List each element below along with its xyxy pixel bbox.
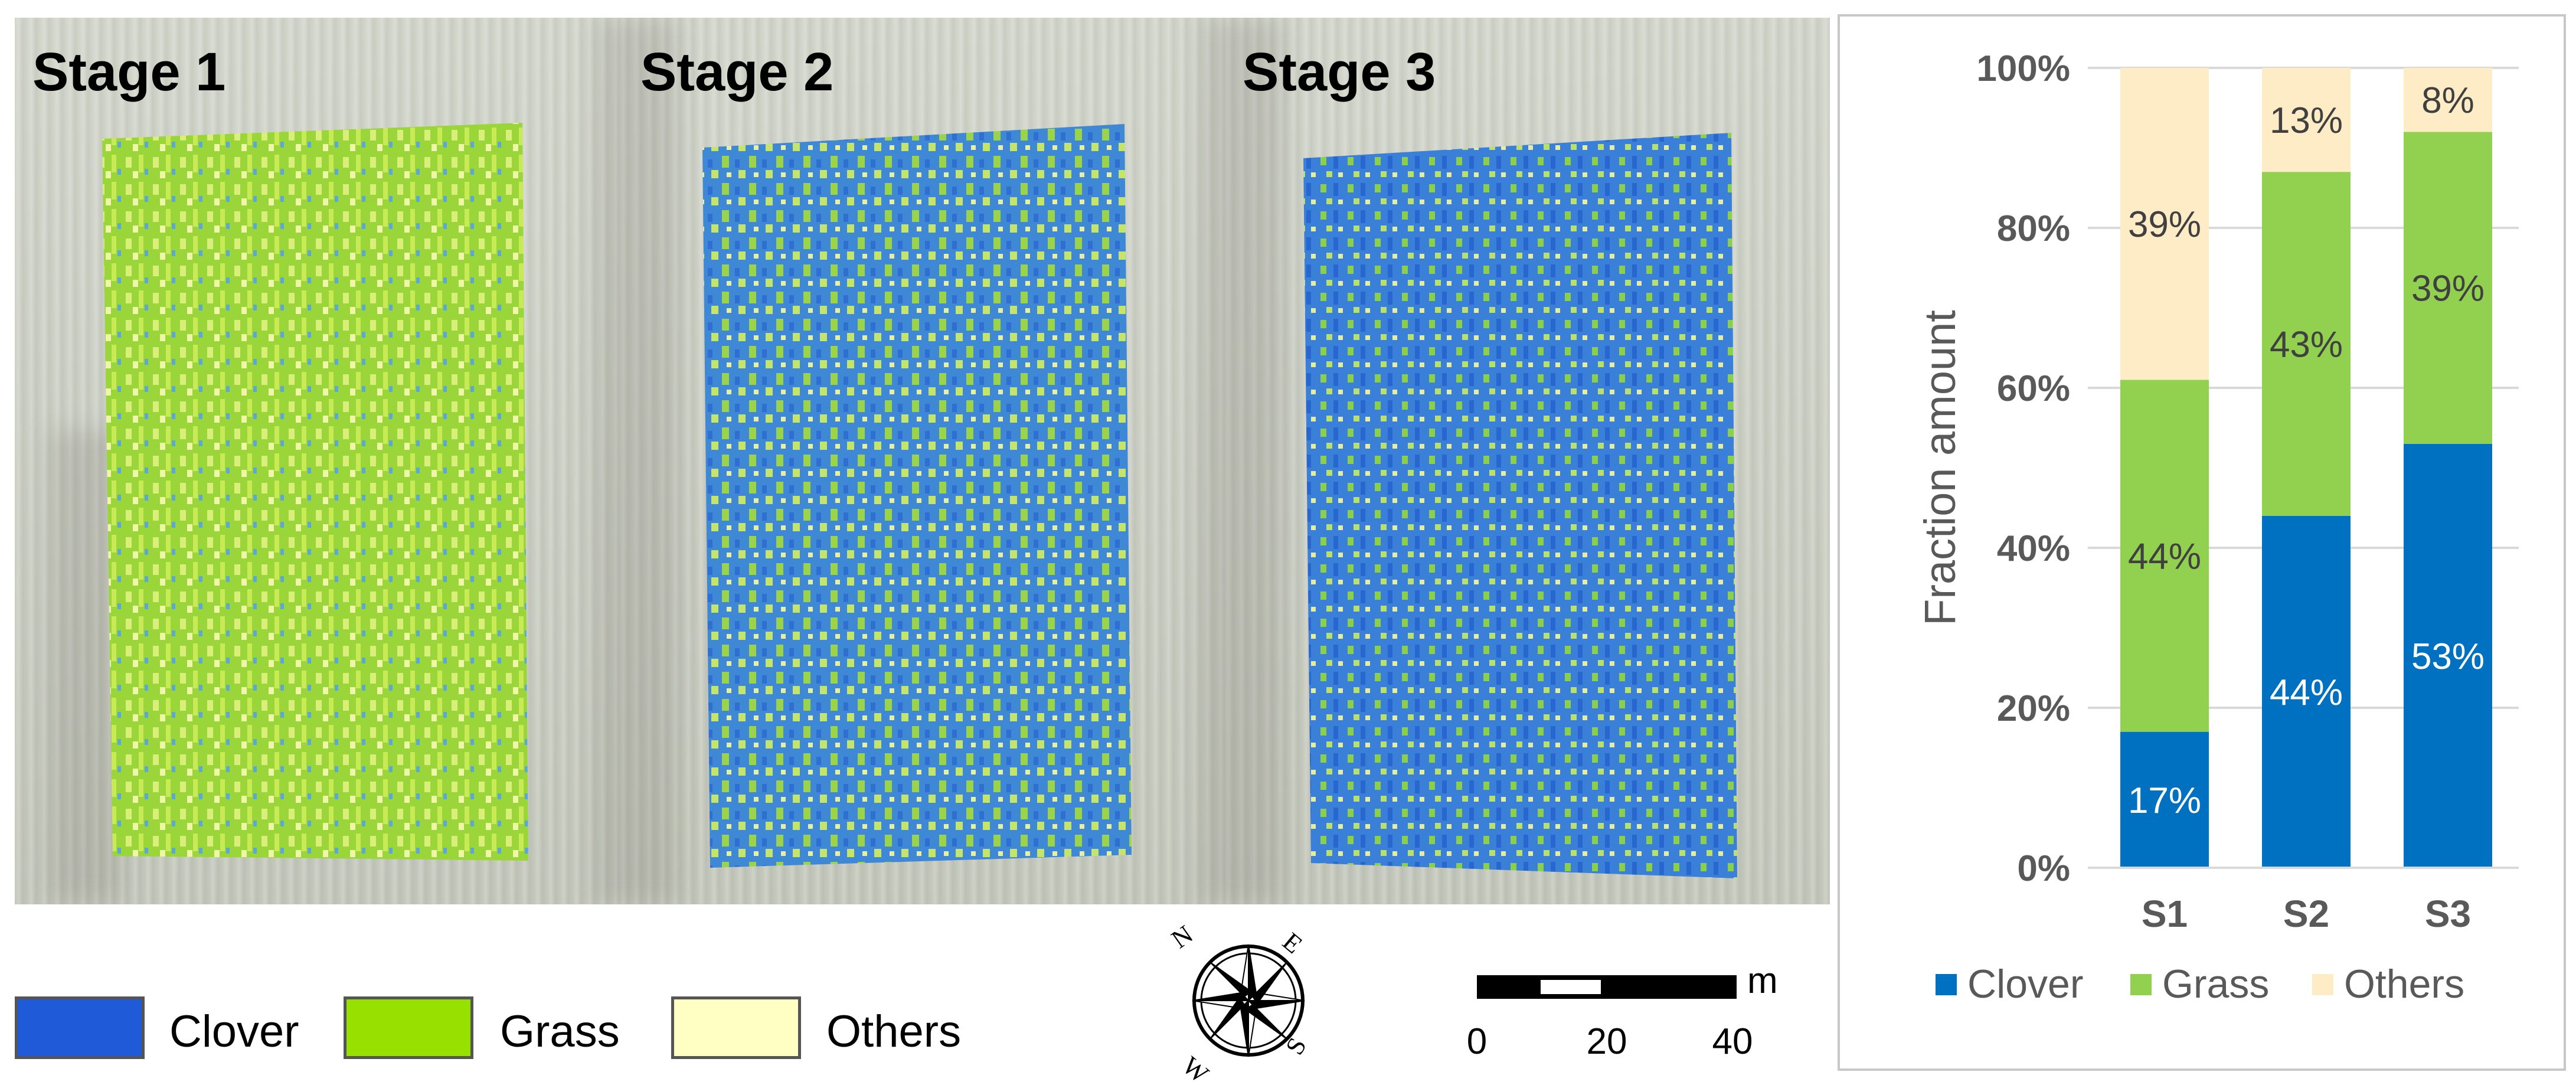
y-tick-label: 0% <box>2017 848 2070 889</box>
bar-others-s2 <box>2262 68 2351 172</box>
legend-swatch-others <box>671 996 801 1059</box>
y-tick-label: 20% <box>1997 688 2070 729</box>
stage-2-label: Stage 2 <box>640 42 834 102</box>
data-label-others-s2: 13% <box>2270 100 2343 141</box>
scale-bar-segment <box>1477 975 1737 999</box>
y-tick-label: 100% <box>1976 48 2070 89</box>
x-tick-label: S1 <box>2142 893 2188 935</box>
scale-bar: m 0 20 40 <box>1467 962 1778 1062</box>
legend-label-grass: Grass <box>500 1006 620 1057</box>
bar-clover-s1 <box>2120 731 2209 868</box>
data-label-clover-s1: 17% <box>2128 780 2201 821</box>
compass-letter-w: W <box>1177 1051 1215 1080</box>
bar-clover-s2 <box>2262 515 2351 868</box>
stage-3-label: Stage 3 <box>1243 42 1436 102</box>
scale-bar-segment-white <box>1541 980 1601 994</box>
data-label-others-s3: 8% <box>2421 80 2474 121</box>
data-label-others-s1: 39% <box>2128 204 2201 245</box>
y-tick-label: 80% <box>1997 208 2070 249</box>
bar-others-s1 <box>2120 68 2209 380</box>
chart-legend-label-clover: Clover <box>1967 962 2084 1006</box>
scale-bar-tick-0: 0 <box>1467 1021 1487 1062</box>
compass-rose-icon: N E S W <box>1169 921 1312 1080</box>
compass-letter-e: E <box>1277 927 1308 959</box>
aerial-maps-panel: Stage 1 Stage 2 Stage 3 <box>15 18 1830 904</box>
y-axis-label: Fraction amount <box>1915 310 1964 626</box>
x-tick-label: S2 <box>2283 893 2329 935</box>
bar-others-s3 <box>2404 68 2492 132</box>
chart-frame: 0% 20% 40% 60% 80% 100% Fraction amount 17% 44% 3… <box>1838 14 2566 1071</box>
bar-grass-s1 <box>2120 380 2209 732</box>
data-label-grass-s2: 43% <box>2270 324 2343 365</box>
scale-bar-tick-20: 20 <box>1587 1021 1627 1062</box>
scale-bar-tick-40: 40 <box>1712 1021 1753 1062</box>
chart-legend-swatch-grass <box>2130 974 2152 995</box>
map-legend: Clover Grass Others <box>15 996 1018 1061</box>
legend-label-clover: Clover <box>169 1006 299 1057</box>
legend-swatch-grass <box>344 996 473 1059</box>
data-label-clover-s2: 44% <box>2270 672 2343 713</box>
compass-letter-s: S <box>1280 1032 1312 1060</box>
bar-grass-s3 <box>2404 132 2492 444</box>
stacked-bar-chart: 0% 20% 40% 60% 80% 100% Fraction amount 17% 44% 3… <box>1915 48 2519 1006</box>
chart-legend-swatch-clover <box>1936 974 1957 995</box>
compass-letter-n: N <box>1169 921 1198 954</box>
data-label-clover-s3: 53% <box>2411 636 2485 677</box>
bar-grass-s2 <box>2262 172 2351 516</box>
bar-clover-s3 <box>2404 443 2492 868</box>
y-tick-label: 40% <box>1997 528 2070 569</box>
chart-legend-label-others: Others <box>2344 962 2464 1006</box>
classified-fields <box>102 123 1737 878</box>
legend-swatch-clover <box>15 996 145 1059</box>
data-label-grass-s3: 39% <box>2411 269 2485 309</box>
y-tick-label: 60% <box>1997 368 2070 409</box>
legend-label-others: Others <box>826 1006 962 1057</box>
data-label-grass-s1: 44% <box>2128 537 2201 577</box>
x-tick-label: S3 <box>2425 893 2471 935</box>
scale-bar-unit: m <box>1747 962 1778 1001</box>
chart-legend-swatch-others <box>2312 974 2333 995</box>
stage-1-label: Stage 1 <box>32 42 226 102</box>
chart-legend-label-grass: Grass <box>2162 962 2269 1006</box>
